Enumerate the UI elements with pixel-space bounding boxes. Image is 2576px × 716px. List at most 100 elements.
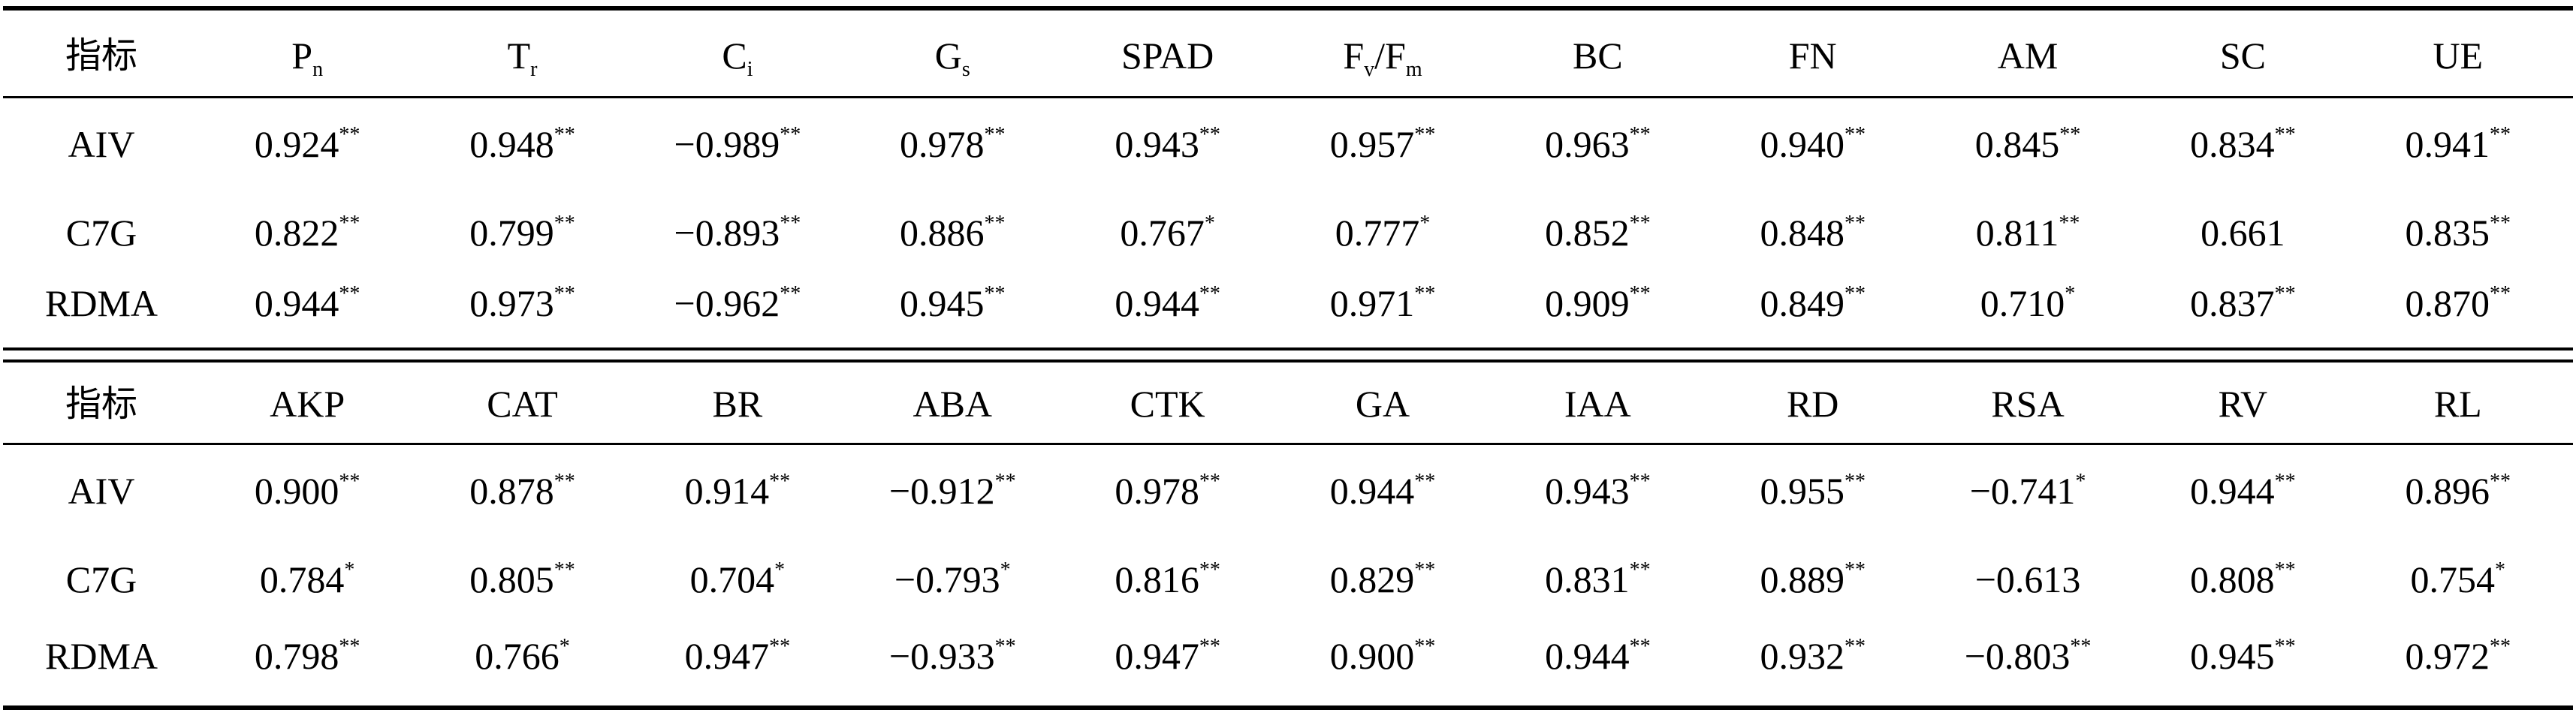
header-fv-fm: Fv/Fm [1343, 35, 1422, 81]
table-cell: 0.704* [689, 558, 786, 600]
row-label: C7G [65, 212, 137, 254]
header-tr: Tr [507, 35, 538, 81]
table-cell: 0.947** [1115, 635, 1220, 677]
header-rl: RL [2433, 383, 2482, 425]
table1-row-c7g: C7G 0.822** 0.799** −0.893** 0.886** 0.7… [3, 191, 2573, 275]
table-cell: 0.944** [1329, 470, 1436, 512]
section-divider-upper [3, 347, 2573, 350]
table2-header-row: 指标 AKP CAT BR ABA CTK GA IAA RD RSA RV R… [3, 362, 2573, 446]
table-cell: 0.900** [1329, 635, 1436, 677]
table1-row-rdma: RDMA 0.944** 0.973** −0.962** 0.945** 0.… [3, 261, 2573, 345]
header-cat: CAT [487, 383, 558, 425]
table-cell: 0.944** [2190, 470, 2296, 512]
table-cell: −0.933** [888, 635, 1016, 677]
row-label: AIV [68, 470, 135, 512]
table-cell: 0.798** [254, 635, 360, 677]
table-cell: −0.989** [674, 123, 801, 165]
table-cell: 0.909** [1545, 282, 1651, 324]
table-cell: 0.710* [1980, 282, 2076, 324]
table-cell: 0.829** [1329, 558, 1436, 600]
header-rsa: RSA [1991, 383, 2065, 425]
header-sc: SC [2219, 35, 2266, 77]
table-cell: 0.978** [900, 123, 1006, 165]
table-cell: 0.945** [900, 282, 1006, 324]
table-cell: 0.896** [2405, 470, 2511, 512]
table-cell: −0.741* [1969, 470, 2086, 512]
table-cell: 0.973** [469, 282, 575, 324]
header-ga: GA [1355, 383, 1410, 425]
table-cell: 0.805** [469, 558, 575, 600]
table-cell: 0.845** [1974, 123, 2081, 165]
table1-row-aiv: AIV 0.924** 0.948** −0.989** 0.978** 0.9… [3, 102, 2573, 186]
table-cell: 0.811** [1975, 212, 2080, 254]
table-cell: 0.767* [1120, 212, 1215, 254]
table-cell: 0.971** [1329, 282, 1436, 324]
table-cell: −0.962** [674, 282, 801, 324]
table-cell: 0.816** [1115, 558, 1220, 600]
table-cell: 0.932** [1760, 635, 1866, 677]
header-ci: Ci [722, 35, 753, 81]
table-cell: 0.940** [1760, 123, 1866, 165]
table-cell: 0.784* [259, 558, 355, 600]
table-cell: 0.822** [254, 212, 360, 254]
top-rule [3, 6, 2573, 11]
header-rv: RV [2218, 383, 2268, 425]
table-cell: 0.924** [254, 123, 360, 165]
table-cell: 0.972** [2405, 635, 2511, 677]
table1-header-indicator: 指标 [65, 35, 137, 77]
table-cell: 0.889** [1760, 558, 1866, 600]
table-cell: 0.799** [469, 212, 575, 254]
table-cell: 0.963** [1545, 123, 1651, 165]
header-aba: ABA [912, 383, 993, 425]
table-cell: 0.943** [1545, 470, 1651, 512]
header-rule-1 [3, 96, 2573, 98]
table-cell: 0.835** [2405, 212, 2511, 254]
table-cell: 0.941** [2405, 123, 2511, 165]
header-ctk: CTK [1130, 383, 1205, 425]
table2-header-indicator: 指标 [65, 383, 137, 425]
table2-row-c7g: C7G 0.784* 0.805** 0.704* −0.793* 0.816*… [3, 537, 2573, 621]
table-cell: 0.886** [900, 212, 1006, 254]
header-bc: BC [1572, 35, 1623, 77]
table-cell: 0.837** [2190, 282, 2296, 324]
table-cell: 0.914** [684, 470, 791, 512]
table-cell: −0.912** [888, 470, 1016, 512]
bottom-rule [3, 705, 2573, 710]
header-gs: Gs [934, 35, 970, 81]
table-cell: 0.849** [1760, 282, 1866, 324]
row-label: C7G [65, 558, 137, 600]
table2-row-aiv: AIV 0.900** 0.878** 0.914** −0.912** 0.9… [3, 449, 2573, 533]
header-iaa: IAA [1564, 383, 1631, 425]
table-cell: −0.803** [1964, 635, 2092, 677]
table-cell: 0.878** [469, 470, 575, 512]
table-cell: 0.834** [2190, 123, 2296, 165]
table-cell: 0.957** [1329, 123, 1436, 165]
table-cell: 0.777* [1335, 212, 1431, 254]
header-fn: FN [1788, 35, 1837, 77]
header-rule-2 [3, 443, 2573, 445]
table-cell: 0.808** [2190, 558, 2296, 600]
table-cell: 0.978** [1115, 470, 1220, 512]
table-cell: 0.943** [1115, 123, 1220, 165]
section-divider-lower [3, 360, 2573, 363]
header-ue: UE [2433, 35, 2484, 77]
table-cell: −0.893** [674, 212, 801, 254]
row-label: RDMA [44, 635, 158, 677]
row-label: RDMA [44, 282, 158, 324]
table-cell: 0.831** [1545, 558, 1651, 600]
table-cell: −0.793* [894, 558, 1011, 600]
table-cell: 0.661 [2200, 212, 2285, 254]
correlation-table: 指标 Pn Tr Ci Gs SPAD Fv/Fm BC FN AM SC UE… [3, 6, 2573, 710]
row-label: AIV [68, 123, 135, 165]
table-cell: 0.944** [1545, 635, 1651, 677]
table-cell: 0.766* [475, 635, 570, 677]
table-cell: 0.754* [2410, 558, 2506, 600]
table-cell: 0.848** [1760, 212, 1866, 254]
table-cell: 0.944** [254, 282, 360, 324]
table2-row-rdma: RDMA 0.798** 0.766* 0.947** −0.933** 0.9… [3, 614, 2573, 698]
table-cell: 0.900** [254, 470, 360, 512]
header-br: BR [712, 383, 763, 425]
table-cell: 0.955** [1760, 470, 1866, 512]
table-cell: 0.948** [469, 123, 575, 165]
table-cell: 0.947** [684, 635, 791, 677]
